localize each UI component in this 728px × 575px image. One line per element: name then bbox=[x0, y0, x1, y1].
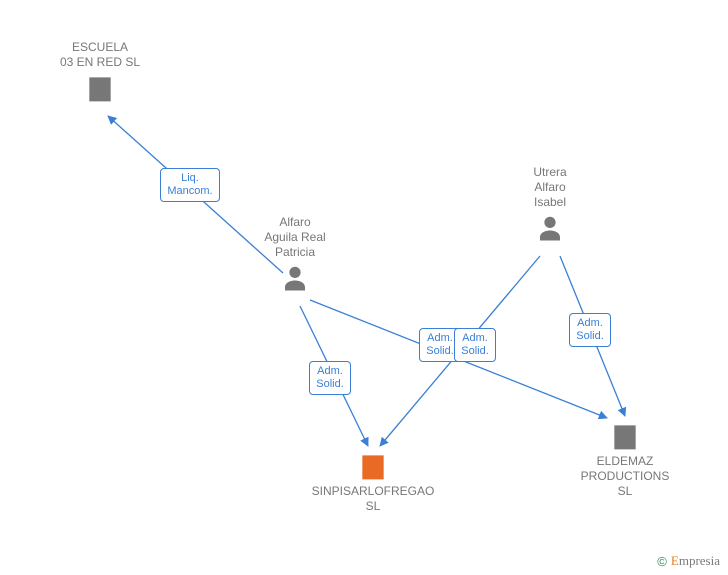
edge-label-line: Solid. bbox=[576, 330, 604, 342]
node-isabel: UtreraAlfaroIsabel bbox=[515, 165, 585, 244]
node-label-line: Alfaro bbox=[534, 180, 565, 194]
brand-rest: mpresia bbox=[679, 553, 720, 568]
copyright-icon: © bbox=[657, 554, 667, 569]
brand-name: Empresia bbox=[671, 553, 720, 569]
edge-label-line: Mancom. bbox=[167, 185, 212, 197]
node-label-line: ESCUELA bbox=[72, 40, 128, 54]
edge-label-line: Adm. bbox=[462, 332, 488, 344]
building-icon bbox=[84, 72, 116, 104]
edge-label-patricia-sinpisarlo: Adm.Solid. bbox=[309, 361, 351, 394]
node-patricia: AlfaroAguila RealPatricia bbox=[250, 215, 340, 294]
edge-label-line: Adm. bbox=[317, 365, 343, 377]
node-label-line: Alfaro bbox=[279, 215, 310, 229]
person-icon bbox=[280, 262, 310, 294]
edge-label-isabel-sinpisarlo: Adm.Solid. bbox=[454, 328, 496, 361]
node-sinpisarlo: SINPISARLOFREGAOSL bbox=[288, 450, 458, 514]
building-icon bbox=[609, 420, 641, 452]
building-icon bbox=[357, 450, 389, 482]
node-eldemaz: ELDEMAZPRODUCTIONSSL bbox=[565, 420, 685, 499]
node-label-line: PRODUCTIONS bbox=[581, 469, 670, 483]
node-label-line: 03 EN RED SL bbox=[60, 55, 140, 69]
edge-label-line: Adm. bbox=[577, 317, 603, 329]
person-icon bbox=[535, 212, 565, 244]
edge-label-line: Liq. bbox=[181, 172, 199, 184]
footer: © Empresia bbox=[657, 553, 720, 569]
node-escuela: ESCUELA03 EN RED SL bbox=[45, 40, 155, 104]
edge-label-line: Adm. bbox=[427, 332, 453, 344]
edge-label-line: Solid. bbox=[461, 345, 489, 357]
node-label-line: SINPISARLOFREGAO bbox=[312, 484, 435, 498]
node-label-line: Utrera bbox=[533, 165, 566, 179]
brand-first-letter: E bbox=[671, 553, 679, 568]
node-label-line: ELDEMAZ bbox=[597, 454, 654, 468]
node-label-line: SL bbox=[366, 499, 381, 513]
node-label-line: SL bbox=[618, 484, 633, 498]
node-label-line: Patricia bbox=[275, 245, 315, 259]
edge-label-isabel-eldemaz: Adm.Solid. bbox=[569, 313, 611, 346]
node-label-line: Isabel bbox=[534, 195, 566, 209]
node-label-line: Aguila Real bbox=[264, 230, 325, 244]
edge-label-patricia-escuela: Liq.Mancom. bbox=[160, 168, 219, 201]
edge-label-line: Solid. bbox=[426, 345, 454, 357]
edge-label-line: Solid. bbox=[316, 378, 344, 390]
